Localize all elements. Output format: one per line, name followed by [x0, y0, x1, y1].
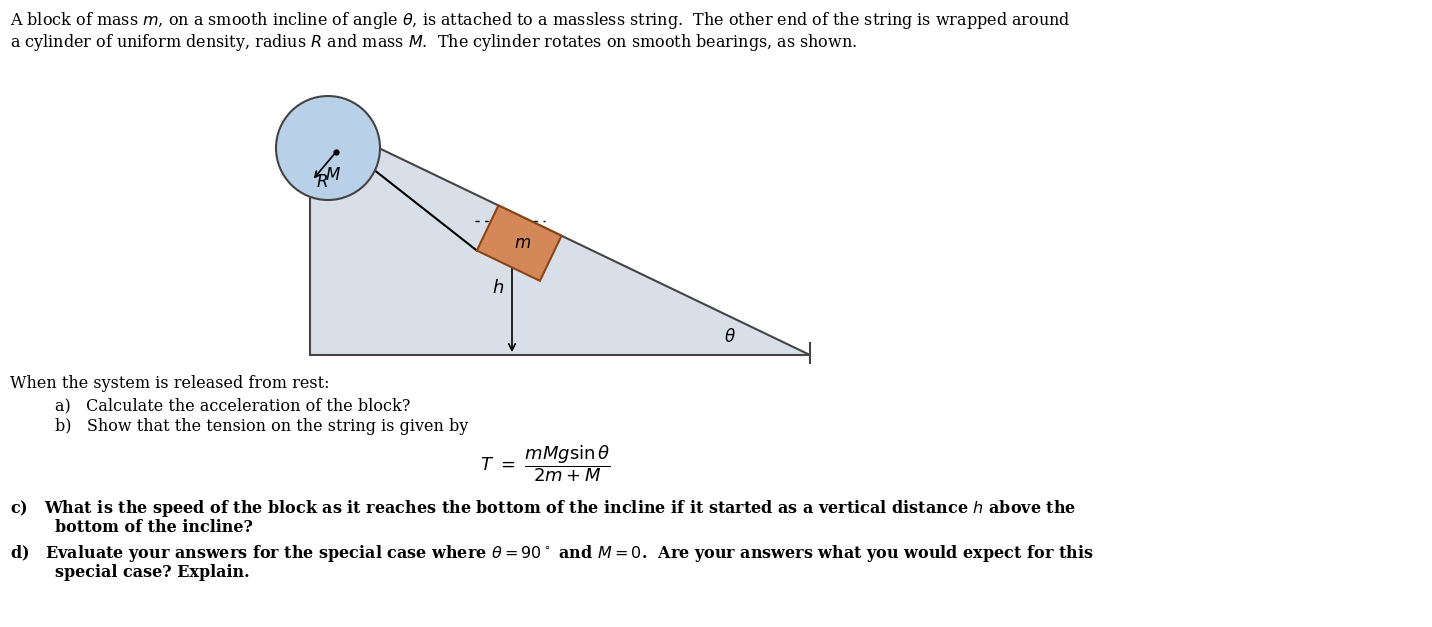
Text: $h$: $h$ — [493, 279, 504, 297]
Text: c)   What is the speed of the block as it reaches the bottom of the incline if i: c) What is the speed of the block as it … — [10, 498, 1077, 519]
Text: $T\ =\ \dfrac{mMg\sin\theta}{2m + M}$: $T\ =\ \dfrac{mMg\sin\theta}{2m + M}$ — [480, 443, 611, 483]
Text: When the system is released from rest:: When the system is released from rest: — [10, 375, 329, 392]
Text: a)   Calculate the acceleration of the block?: a) Calculate the acceleration of the blo… — [54, 397, 411, 414]
Text: d)   Evaluate your answers for the special case where $\theta = 90^\circ$ and $M: d) Evaluate your answers for the special… — [10, 543, 1094, 564]
Polygon shape — [477, 206, 561, 281]
Polygon shape — [309, 115, 811, 355]
Text: special case? Explain.: special case? Explain. — [54, 564, 249, 581]
Text: b)   Show that the tension on the string is given by: b) Show that the tension on the string i… — [54, 418, 468, 435]
Circle shape — [276, 96, 379, 200]
Text: $M$: $M$ — [325, 167, 341, 184]
Text: bottom of the incline?: bottom of the incline? — [54, 519, 253, 536]
Text: $R$: $R$ — [316, 174, 328, 191]
Text: A block of mass $m$, on a smooth incline of angle $\theta$, is attached to a mas: A block of mass $m$, on a smooth incline… — [10, 10, 1071, 31]
Text: $m$: $m$ — [514, 234, 531, 251]
Text: $\theta$: $\theta$ — [725, 328, 736, 346]
Text: a cylinder of uniform density, radius $R$ and mass $M$.  The cylinder rotates on: a cylinder of uniform density, radius $R… — [10, 32, 858, 53]
